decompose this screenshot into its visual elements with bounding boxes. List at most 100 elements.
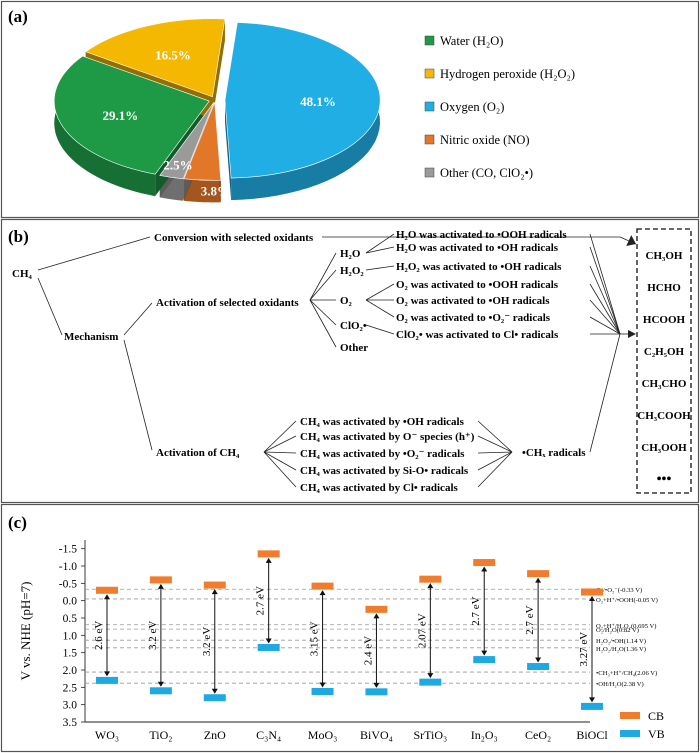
panel-c-label: (c): [8, 513, 27, 532]
oxidant-1: H₂O₂: [340, 265, 364, 277]
gap-label-4: 3.15 eV: [309, 621, 321, 656]
vb-bar-7: [473, 656, 496, 664]
ch4-results: CH₄ was activated by •OH radicals CH₄ was…: [300, 416, 475, 494]
legend-cb-swatch: [620, 712, 640, 719]
pie-slice-0: [53, 55, 210, 175]
top-branch-text: Conversion with selected oxidants: [154, 232, 314, 244]
pie-legend: Water (H₂O) Hydrogen peroxide (H₂O₂) Oxyge…: [424, 34, 575, 180]
ref-label-3: O₂/H₂O(0.82 V): [596, 627, 639, 634]
ref-label-6: •CH₃+H⁺/CH₄(2.06 V): [596, 670, 657, 677]
gap-label-5: 2.4 eV: [362, 636, 374, 665]
legend-swatch-2: [424, 101, 435, 112]
gap-label-2: 3.2 eV: [201, 627, 213, 656]
product-4: CH₃CHO: [642, 378, 687, 390]
arrowhead-down: [589, 697, 595, 703]
legend-swatch-3: [424, 134, 435, 145]
pie-label-2: 48.1%: [300, 94, 336, 109]
arrowhead-up: [211, 589, 218, 595]
arrowhead-down: [265, 638, 272, 644]
vb-bar-8: [527, 663, 550, 671]
panel-c-frame: [0, 503, 700, 753]
arrowhead-up: [427, 583, 434, 589]
material-label-2: ZnO: [204, 728, 226, 742]
ch4-result-4: CH₄ was activated by Cl• radicals: [300, 482, 459, 494]
activation-ch4-text: Activation of CH₄: [156, 447, 240, 459]
arrowhead-up: [589, 596, 595, 601]
material-label-3: C₃N₄: [256, 728, 281, 742]
cb-bar-6: [419, 575, 442, 583]
legend-label-0: Water (H₂O): [440, 34, 503, 48]
vb-bar-4: [311, 687, 334, 695]
arrowhead-up: [481, 566, 488, 572]
ref-label-5: H₂O₂/H₂O(1.36 V): [596, 646, 646, 653]
arrowhead-down: [319, 682, 326, 688]
y-tick-label: 2.0: [63, 665, 78, 677]
arrowhead-down: [427, 673, 434, 679]
pie-slice-4: [159, 102, 215, 180]
vb-bar-3: [257, 643, 280, 651]
arrowhead-down: [373, 682, 380, 688]
arrowhead-up: [535, 577, 542, 583]
material-label-5: BiVO₄: [360, 728, 393, 742]
products-box: [636, 228, 692, 494]
oxidant-4: Other: [340, 342, 368, 354]
product-2: HCOOH: [643, 314, 686, 326]
cb-bar-1: [149, 576, 172, 584]
y-tick-label: 2.5: [63, 682, 78, 694]
pie-slice-3: [183, 102, 222, 181]
gap-label-8: 2.7 eV: [524, 605, 536, 634]
vb-bar-5: [365, 688, 388, 696]
pie-chart: 48.1% 3.8% 2.5% 29.1% 16.5%: [53, 18, 381, 203]
legend-label-3: Nitric oxide (NO): [440, 133, 530, 147]
ref-label-7: •OH/H₂O(2.38 V): [596, 681, 644, 688]
legend-vb-swatch: [620, 730, 640, 737]
cb-bar-3: [257, 550, 280, 558]
oxidant-3: ClO₂•: [340, 320, 367, 332]
material-label-6: SrTiO₃: [413, 728, 447, 742]
arrowhead-down: [535, 657, 542, 663]
vb-bar-1: [149, 687, 172, 695]
cb-bar-0: [96, 586, 118, 594]
oxidant-result-6: ClO₂• was activated to Cl• radicals: [396, 329, 559, 341]
vb-bar-2: [203, 694, 226, 702]
pie-slice-2: [224, 22, 381, 179]
cb-bar-5: [365, 605, 388, 613]
oxidant-result-2: H₂O₂ was activated to •OH radicals: [396, 261, 562, 273]
ref-label-1: O₂+H⁺/•OOH(-0.05 V): [596, 597, 658, 604]
gap-label-0: 2.6 eV: [93, 621, 105, 650]
legend-vb-label: VB: [648, 727, 665, 741]
arrowhead-products: [628, 330, 636, 338]
legend-swatch-1: [424, 68, 435, 79]
oxidant-result-0: H₂O was activated to •OOH radicals: [396, 229, 567, 241]
pie-label-0: 29.1%: [103, 108, 139, 123]
gap-label-9: 3.27 eV: [578, 632, 590, 667]
pie-side: [184, 178, 221, 203]
material-label-7: In₂O₃: [471, 728, 498, 742]
arrowhead-top: [626, 235, 636, 247]
vb-bar-0: [96, 676, 118, 684]
y-tick-label: -1.5: [59, 544, 77, 556]
ch4-result-0: CH₄ was activated by •OH radicals: [300, 416, 465, 428]
legend-label-4: Other (CO, ClO₂•): [440, 166, 533, 180]
ch4-result-3: CH₄ was activated by Si-O• radicals: [300, 465, 469, 477]
oxidant-list: H₂O H₂O₂ O₂ ClO₂• Other: [340, 248, 368, 354]
chx-radicals-text: •CHₓ radicals: [522, 447, 586, 459]
legend-swatch-0: [424, 35, 435, 46]
oxidant-2: O₂: [340, 295, 353, 307]
material-label-9: BiOCl: [576, 728, 608, 742]
arrowhead-up: [319, 590, 326, 596]
y-tick-label: 1.5: [63, 648, 78, 660]
y-tick-label: 0.0: [63, 596, 78, 608]
material-label-0: WO₃: [95, 728, 119, 742]
ref-label-2: O₂+H⁺/H₂O₂(0.695 V): [596, 623, 657, 630]
mechanism-text: Mechanism: [64, 331, 118, 343]
pie-slice-1: [85, 18, 226, 98]
product-1: HCHO: [647, 282, 681, 294]
y-tick-label: 0.5: [63, 613, 78, 625]
mechanism-connectors: [37, 233, 637, 488]
cb-bar-9: [581, 588, 603, 596]
pie-side: [54, 56, 156, 197]
cb-bar-2: [203, 581, 226, 589]
y-tick-label: 1.0: [63, 630, 78, 642]
